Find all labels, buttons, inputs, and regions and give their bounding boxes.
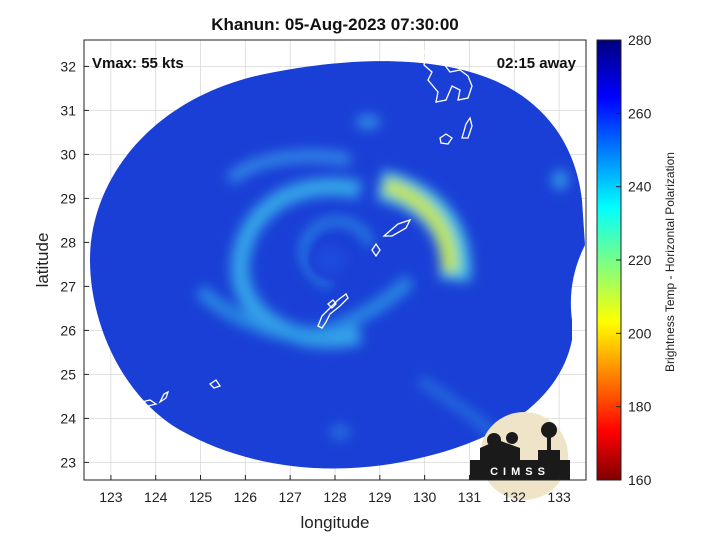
y-tick-label: 23 (60, 454, 76, 470)
y-axis-ticks: 32 31 30 29 28 27 26 25 24 23 (60, 58, 89, 470)
x-tick-label: 133 (547, 489, 571, 505)
colorbar-tick-label: 280 (628, 32, 652, 48)
y-tick-label: 27 (60, 278, 76, 294)
colorbar-ticks: 280 260 240 220 200 180 160 (616, 32, 652, 488)
iriomote-island (158, 390, 170, 404)
y-tick-label: 24 (60, 410, 76, 426)
colorbar-tick-label: 220 (628, 252, 652, 268)
amami-oshima (382, 218, 412, 237)
x-tick-label: 126 (234, 489, 258, 505)
cimss-logo: CIMSS (470, 412, 570, 500)
western-rainband (225, 150, 352, 185)
colorbar-tick-label: 200 (628, 325, 652, 341)
coastlines (140, 40, 473, 407)
x-tick-label: 132 (503, 489, 527, 505)
x-axis-label: longitude (300, 513, 369, 532)
vmax-label: Vmax: 55 kts (92, 55, 184, 72)
logo-tower-base (538, 450, 560, 460)
tanegashima (461, 116, 473, 139)
colorbar-tick-label: 160 (628, 472, 652, 488)
kumejima (327, 299, 337, 309)
x-tick-label: 130 (413, 489, 437, 505)
logo-dish-1 (487, 433, 501, 447)
y-tick-label: 29 (60, 190, 76, 206)
x-tick-label: 123 (99, 489, 123, 505)
x-axis-ticks: 123 124 125 126 127 128 129 130 131 132 133 (99, 475, 571, 505)
miyako-island (208, 379, 222, 389)
logo-text: CIMSS (490, 466, 550, 478)
logo-tower (547, 434, 551, 460)
x-tick-label: 128 (323, 489, 347, 505)
northern-cell (356, 115, 380, 129)
southern-cell (330, 424, 350, 440)
x-tick-label: 124 (144, 489, 168, 505)
x-tick-label: 125 (189, 489, 213, 505)
y-tick-label: 32 (60, 58, 76, 74)
colorbar-tick-label: 240 (628, 179, 652, 195)
x-tick-label: 131 (458, 489, 482, 505)
colorbar-label: Brightness Temp - Horizontal Polarizatio… (663, 152, 677, 372)
y-axis-label: latitude (33, 233, 52, 288)
logo-dish-2 (506, 432, 518, 444)
kyushu-coast-north (429, 40, 448, 49)
logo-banner (470, 460, 570, 480)
storm-eye (308, 240, 352, 280)
okinawa-island (317, 293, 349, 329)
yakushima (439, 133, 453, 145)
colorbar-tick-label: 180 (628, 399, 652, 415)
tokunoshima (371, 242, 381, 258)
time-away-label: 02:15 away (497, 55, 577, 72)
colorbar-tick-label: 260 (628, 105, 652, 121)
ishigaki-island (140, 399, 158, 407)
y-tick-label: 28 (60, 234, 76, 250)
brightness-temp-swath (90, 61, 585, 469)
eastern-edge-cell (552, 170, 568, 190)
eastern-warm-band (382, 177, 459, 273)
kyushu-coast (419, 41, 473, 103)
y-tick-label: 25 (60, 366, 76, 382)
figure-title: Khanun: 05-Aug-2023 07:30:00 (211, 15, 459, 34)
y-tick-label: 30 (60, 146, 76, 162)
x-tick-label: 129 (368, 489, 392, 505)
x-tick-label: 127 (278, 489, 302, 505)
y-tick-label: 26 (60, 322, 76, 338)
logo-water-tower (541, 422, 557, 438)
y-tick-label: 31 (60, 102, 76, 118)
southern-rainband (195, 274, 415, 342)
